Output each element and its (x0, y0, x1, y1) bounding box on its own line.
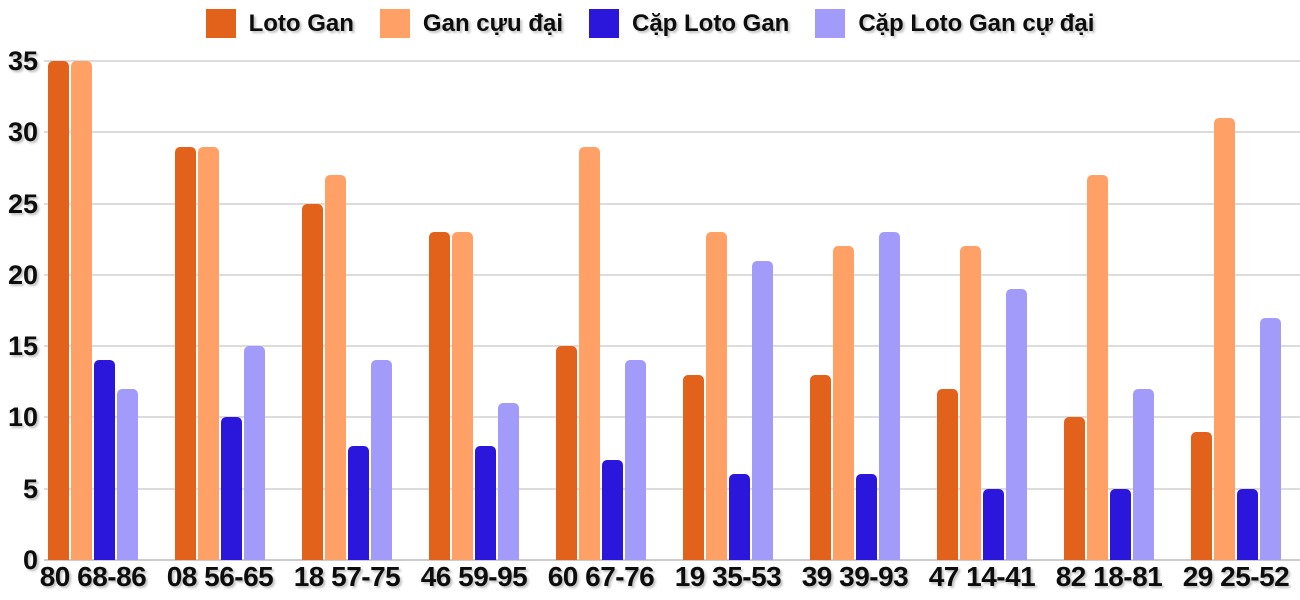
legend-label: Cặp Loto Gan cự đại (858, 9, 1095, 37)
bar-series3-group1[interactable] (244, 346, 265, 560)
bar-series0-group4[interactable] (556, 346, 577, 560)
bar-series3-group4[interactable] (625, 360, 646, 560)
gridline-y-25 (44, 202, 1300, 205)
bar-series3-group6[interactable] (879, 232, 900, 560)
legend-label: Cặp Loto Gan (632, 9, 790, 37)
x-axis-category-label: 19 35-53 (674, 561, 782, 592)
x-axis-category-label: 46 59-95 (420, 561, 528, 592)
bar-series0-group1[interactable] (175, 146, 196, 560)
bar-series2-group5[interactable] (729, 474, 750, 560)
bar-series2-group7[interactable] (983, 488, 1004, 560)
legend-swatch-icon (815, 9, 846, 38)
bar-series0-group6[interactable] (810, 374, 831, 560)
legend-item-3[interactable]: Cặp Loto Gan cự đại (815, 9, 1094, 38)
legend-swatch-icon (205, 9, 236, 38)
x-axis-category-label: 60 67-76 (547, 561, 655, 592)
legend-label: Loto Gan (248, 9, 354, 37)
x-axis-category-label: 29 25-52 (1182, 561, 1290, 592)
chart-legend: Loto Gan Gan cựu đại Cặp Loto Gan Cặp Loto … (0, 9, 1300, 38)
gridline-y-15 (44, 345, 1300, 348)
legend-swatch-icon (589, 9, 619, 38)
bar-series0-group2[interactable] (302, 203, 323, 560)
y-axis-tick-label: 35 (7, 46, 38, 76)
gridline-y-0 (44, 559, 1300, 561)
x-axis-category-label: 18 57-75 (293, 561, 401, 592)
y-axis-tick-label: 15 (7, 331, 38, 362)
y-axis-tick-label: 5 (22, 473, 38, 504)
x-axis-category-label: 47 14-41 (928, 561, 1036, 592)
x-axis-category-label: 80 68-86 (39, 561, 147, 592)
bar-series3-group8[interactable] (1133, 388, 1154, 560)
legend-label: Gan cựu đại (422, 9, 563, 37)
legend-swatch-icon (379, 9, 410, 38)
bar-series0-group9[interactable] (1191, 431, 1212, 560)
legend-item-1[interactable]: Gan cựu đại (379, 9, 563, 38)
bar-series0-group8[interactable] (1064, 417, 1085, 560)
y-axis-tick-label: 10 (7, 402, 38, 433)
bar-series2-group2[interactable] (348, 445, 369, 560)
bar-series0-group0[interactable] (48, 61, 69, 560)
y-axis-tick-label: 20 (7, 259, 38, 290)
legend-item-2[interactable]: Cặp Loto Gan (589, 9, 789, 38)
gridline-y-35 (44, 60, 1300, 62)
bar-series0-group3[interactable] (429, 232, 450, 560)
bar-series2-group9[interactable] (1237, 488, 1258, 560)
bar-series1-group0[interactable] (71, 61, 92, 560)
bar-series2-group0[interactable] (94, 360, 115, 560)
bar-series2-group6[interactable] (856, 474, 877, 560)
bar-series0-group7[interactable] (937, 388, 958, 560)
bar-series1-group7[interactable] (960, 246, 981, 560)
bar-series2-group3[interactable] (475, 445, 496, 560)
gridline-y-20 (44, 273, 1300, 276)
bar-series1-group9[interactable] (1214, 118, 1235, 560)
bar-series3-group2[interactable] (371, 360, 392, 560)
legend-item-0[interactable]: Loto Gan (205, 9, 354, 38)
x-axis-category-label: 08 56-65 (166, 561, 274, 592)
x-axis-category-label: 82 18-81 (1055, 561, 1163, 592)
x-axis-category-label: 39 39-93 (801, 561, 909, 592)
bar-series1-group8[interactable] (1087, 175, 1108, 560)
bar-series3-group3[interactable] (498, 403, 519, 560)
y-axis-tick-label: 0 (22, 545, 38, 575)
bar-series1-group6[interactable] (833, 246, 854, 560)
bar-series0-group5[interactable] (683, 374, 704, 560)
y-axis-tick-label: 25 (7, 188, 38, 219)
bar-series2-group8[interactable] (1110, 488, 1131, 560)
bar-series3-group9[interactable] (1260, 317, 1281, 560)
gridline-y-10 (44, 416, 1300, 419)
bar-series1-group3[interactable] (452, 232, 473, 560)
bar-series1-group2[interactable] (325, 175, 346, 560)
bar-series2-group1[interactable] (221, 417, 242, 560)
bar-series3-group5[interactable] (752, 260, 773, 560)
bar-series3-group0[interactable] (117, 388, 138, 560)
bar-series1-group5[interactable] (706, 232, 727, 560)
bar-series2-group4[interactable] (602, 460, 623, 560)
bar-series1-group4[interactable] (579, 146, 600, 560)
y-axis-tick-label: 30 (7, 117, 38, 148)
gridline-y-5 (44, 487, 1300, 490)
gridline-y-30 (44, 131, 1300, 134)
bar-series1-group1[interactable] (198, 146, 219, 560)
bar-series3-group7[interactable] (1006, 289, 1027, 560)
